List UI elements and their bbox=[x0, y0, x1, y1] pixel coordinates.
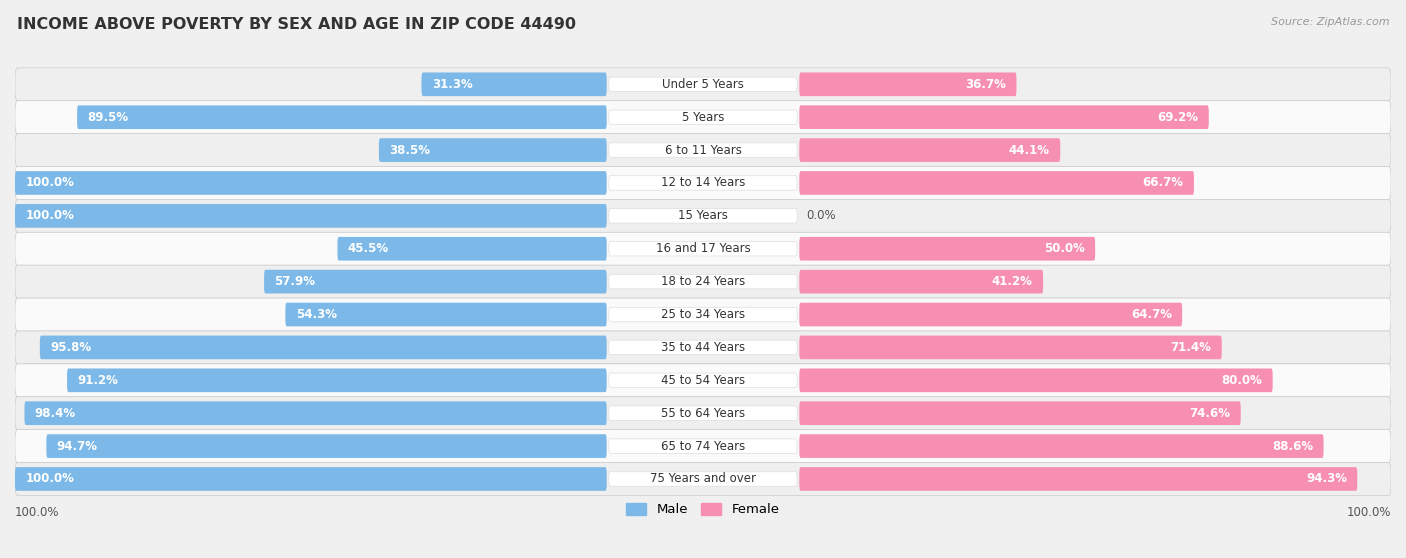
FancyBboxPatch shape bbox=[609, 307, 797, 322]
Text: 95.8%: 95.8% bbox=[51, 341, 91, 354]
FancyBboxPatch shape bbox=[15, 133, 1391, 166]
FancyBboxPatch shape bbox=[609, 275, 797, 289]
Text: 89.5%: 89.5% bbox=[87, 110, 128, 124]
FancyBboxPatch shape bbox=[800, 237, 1095, 261]
Legend: Male, Female: Male, Female bbox=[621, 498, 785, 522]
FancyBboxPatch shape bbox=[800, 401, 1240, 425]
FancyBboxPatch shape bbox=[285, 302, 606, 326]
Text: 45.5%: 45.5% bbox=[347, 242, 389, 255]
FancyBboxPatch shape bbox=[15, 364, 1391, 397]
Text: 16 and 17 Years: 16 and 17 Years bbox=[655, 242, 751, 255]
FancyBboxPatch shape bbox=[609, 472, 797, 486]
FancyBboxPatch shape bbox=[15, 101, 1391, 133]
FancyBboxPatch shape bbox=[800, 171, 1194, 195]
Text: 35 to 44 Years: 35 to 44 Years bbox=[661, 341, 745, 354]
FancyBboxPatch shape bbox=[46, 434, 606, 458]
FancyBboxPatch shape bbox=[609, 77, 797, 92]
Text: 69.2%: 69.2% bbox=[1157, 110, 1198, 124]
FancyBboxPatch shape bbox=[800, 270, 1043, 294]
Text: 0.0%: 0.0% bbox=[806, 209, 835, 223]
Text: 91.2%: 91.2% bbox=[77, 374, 118, 387]
Text: 100.0%: 100.0% bbox=[25, 209, 75, 223]
Text: 44.1%: 44.1% bbox=[1010, 143, 1050, 157]
Text: Source: ZipAtlas.com: Source: ZipAtlas.com bbox=[1271, 17, 1389, 27]
FancyBboxPatch shape bbox=[15, 171, 606, 195]
Text: 88.6%: 88.6% bbox=[1272, 440, 1313, 453]
FancyBboxPatch shape bbox=[15, 204, 606, 228]
FancyBboxPatch shape bbox=[15, 199, 1391, 232]
FancyBboxPatch shape bbox=[609, 176, 797, 190]
FancyBboxPatch shape bbox=[15, 430, 1391, 463]
FancyBboxPatch shape bbox=[800, 73, 1017, 96]
FancyBboxPatch shape bbox=[609, 406, 797, 420]
Text: 98.4%: 98.4% bbox=[35, 407, 76, 420]
Text: 100.0%: 100.0% bbox=[25, 473, 75, 485]
FancyBboxPatch shape bbox=[337, 237, 606, 261]
Text: 38.5%: 38.5% bbox=[389, 143, 430, 157]
FancyBboxPatch shape bbox=[609, 373, 797, 388]
FancyBboxPatch shape bbox=[609, 242, 797, 256]
Text: 6 to 11 Years: 6 to 11 Years bbox=[665, 143, 741, 157]
Text: 50.0%: 50.0% bbox=[1045, 242, 1085, 255]
FancyBboxPatch shape bbox=[800, 467, 1357, 491]
FancyBboxPatch shape bbox=[609, 340, 797, 355]
Text: 5 Years: 5 Years bbox=[682, 110, 724, 124]
FancyBboxPatch shape bbox=[15, 463, 1391, 496]
Text: 31.3%: 31.3% bbox=[432, 78, 472, 91]
Text: 100.0%: 100.0% bbox=[1347, 506, 1391, 519]
Text: 64.7%: 64.7% bbox=[1130, 308, 1171, 321]
Text: 36.7%: 36.7% bbox=[966, 78, 1007, 91]
Text: 57.9%: 57.9% bbox=[274, 275, 315, 288]
Text: 12 to 14 Years: 12 to 14 Years bbox=[661, 176, 745, 190]
FancyBboxPatch shape bbox=[24, 401, 606, 425]
FancyBboxPatch shape bbox=[378, 138, 606, 162]
FancyBboxPatch shape bbox=[609, 209, 797, 223]
FancyBboxPatch shape bbox=[77, 105, 606, 129]
FancyBboxPatch shape bbox=[800, 368, 1272, 392]
Text: 100.0%: 100.0% bbox=[15, 506, 59, 519]
Text: INCOME ABOVE POVERTY BY SEX AND AGE IN ZIP CODE 44490: INCOME ABOVE POVERTY BY SEX AND AGE IN Z… bbox=[17, 17, 576, 32]
Text: 94.7%: 94.7% bbox=[56, 440, 97, 453]
FancyBboxPatch shape bbox=[609, 110, 797, 124]
FancyBboxPatch shape bbox=[800, 105, 1209, 129]
Text: 66.7%: 66.7% bbox=[1143, 176, 1184, 190]
FancyBboxPatch shape bbox=[67, 368, 606, 392]
Text: 100.0%: 100.0% bbox=[25, 176, 75, 190]
Text: 94.3%: 94.3% bbox=[1306, 473, 1347, 485]
FancyBboxPatch shape bbox=[800, 138, 1060, 162]
Text: 41.2%: 41.2% bbox=[991, 275, 1033, 288]
FancyBboxPatch shape bbox=[15, 331, 1391, 364]
Text: 25 to 34 Years: 25 to 34 Years bbox=[661, 308, 745, 321]
Text: 55 to 64 Years: 55 to 64 Years bbox=[661, 407, 745, 420]
FancyBboxPatch shape bbox=[800, 302, 1182, 326]
Text: 75 Years and over: 75 Years and over bbox=[650, 473, 756, 485]
FancyBboxPatch shape bbox=[609, 143, 797, 157]
FancyBboxPatch shape bbox=[15, 166, 1391, 199]
FancyBboxPatch shape bbox=[264, 270, 606, 294]
FancyBboxPatch shape bbox=[15, 232, 1391, 265]
Text: 18 to 24 Years: 18 to 24 Years bbox=[661, 275, 745, 288]
FancyBboxPatch shape bbox=[609, 439, 797, 453]
FancyBboxPatch shape bbox=[800, 434, 1323, 458]
FancyBboxPatch shape bbox=[15, 68, 1391, 101]
FancyBboxPatch shape bbox=[39, 335, 606, 359]
Text: 65 to 74 Years: 65 to 74 Years bbox=[661, 440, 745, 453]
FancyBboxPatch shape bbox=[15, 265, 1391, 298]
Text: 74.6%: 74.6% bbox=[1189, 407, 1230, 420]
Text: 71.4%: 71.4% bbox=[1171, 341, 1212, 354]
Text: 15 Years: 15 Years bbox=[678, 209, 728, 223]
FancyBboxPatch shape bbox=[15, 397, 1391, 430]
FancyBboxPatch shape bbox=[15, 298, 1391, 331]
Text: 54.3%: 54.3% bbox=[295, 308, 336, 321]
Text: 45 to 54 Years: 45 to 54 Years bbox=[661, 374, 745, 387]
Text: Under 5 Years: Under 5 Years bbox=[662, 78, 744, 91]
FancyBboxPatch shape bbox=[422, 73, 606, 96]
FancyBboxPatch shape bbox=[800, 335, 1222, 359]
FancyBboxPatch shape bbox=[15, 467, 606, 491]
Text: 80.0%: 80.0% bbox=[1222, 374, 1263, 387]
